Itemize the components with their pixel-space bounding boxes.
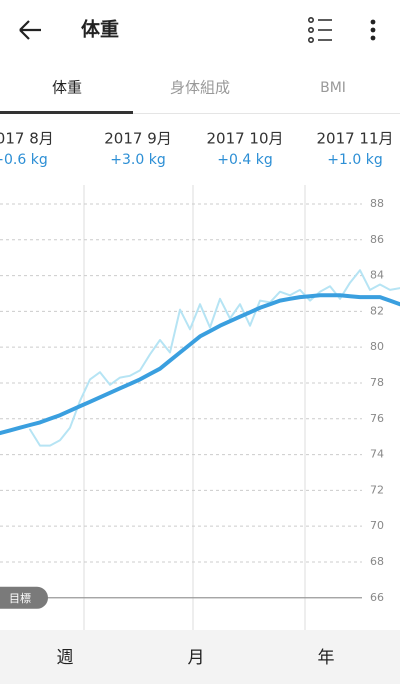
y-tick-label: 66 bbox=[370, 591, 384, 604]
period-change: +0.4 kg bbox=[217, 152, 272, 168]
period-month: 2017 10月 bbox=[206, 130, 283, 148]
period-month: 2017 8月 bbox=[0, 130, 54, 148]
goal-label: 目標 bbox=[9, 591, 31, 605]
more-button[interactable] bbox=[370, 19, 376, 41]
period-change: +0.6 kg bbox=[0, 152, 48, 168]
icon-dot bbox=[370, 27, 376, 33]
icon-dot bbox=[307, 36, 314, 43]
nav-item[interactable]: 月 bbox=[188, 648, 205, 668]
period-change: +3.0 kg bbox=[110, 152, 165, 168]
list-button[interactable] bbox=[307, 16, 332, 43]
y-tick-label: 78 bbox=[370, 376, 384, 389]
y-tick-label: 76 bbox=[370, 412, 384, 425]
y-tick-label: 68 bbox=[370, 555, 384, 568]
tab[interactable]: BMI bbox=[320, 80, 346, 96]
y-tick-label: 80 bbox=[370, 340, 384, 353]
tab-indicator bbox=[0, 111, 133, 114]
y-tick-label: 86 bbox=[370, 233, 384, 246]
bottom-nav bbox=[0, 630, 400, 684]
y-tick-label: 70 bbox=[370, 519, 384, 532]
y-tick-label: 84 bbox=[370, 269, 384, 282]
tab[interactable]: 身体組成 bbox=[170, 79, 230, 97]
page-title: 体重 bbox=[81, 18, 119, 41]
icon-dot bbox=[370, 19, 376, 25]
y-tick-label: 72 bbox=[370, 483, 384, 496]
back-arrow bbox=[19, 20, 41, 40]
goal-badge bbox=[0, 586, 48, 609]
y-tick-label: 82 bbox=[370, 304, 384, 317]
nav-item[interactable]: 週 bbox=[57, 648, 74, 668]
period-month: 2017 9月 bbox=[104, 130, 172, 148]
period-month: 2017 11月 bbox=[316, 130, 393, 148]
icon-dot bbox=[307, 16, 314, 23]
period-change: +1.0 kg bbox=[327, 152, 382, 168]
back-button[interactable] bbox=[19, 20, 41, 40]
y-tick-label: 74 bbox=[370, 448, 384, 461]
icon-dot bbox=[307, 26, 314, 33]
nav-item[interactable]: 年 bbox=[318, 648, 335, 668]
tab[interactable]: 体重 bbox=[52, 79, 82, 97]
icon-dot bbox=[370, 35, 376, 41]
y-tick-label: 88 bbox=[370, 197, 384, 210]
data-line bbox=[0, 293, 400, 436]
